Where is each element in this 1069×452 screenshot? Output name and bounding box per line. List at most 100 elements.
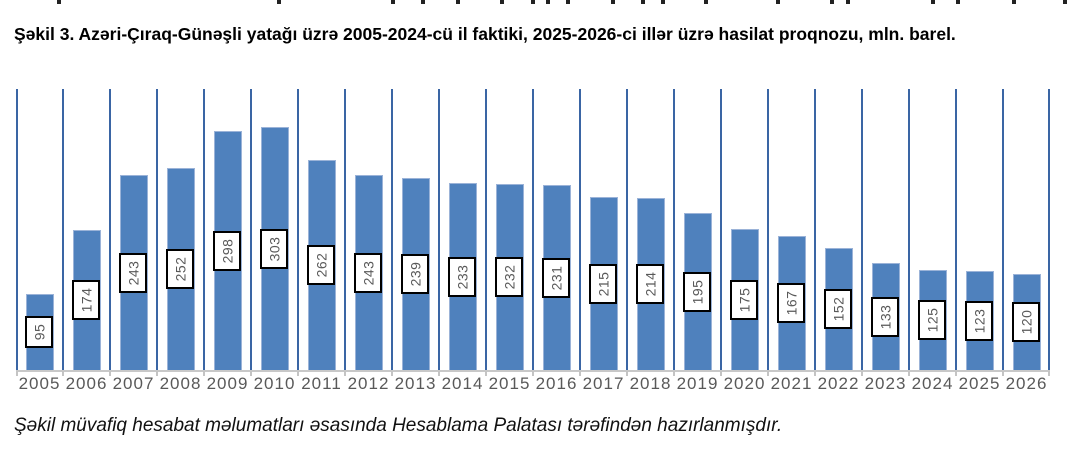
axis-tick [297, 371, 299, 376]
gridline [16, 89, 18, 370]
bar-value-label: 214 [636, 264, 664, 304]
bar-value-label: 298 [213, 231, 241, 271]
bar-value-label: 239 [401, 254, 429, 294]
clipped-text-fragment [704, 0, 708, 4]
bar-value-text: 232 [501, 264, 518, 290]
bar-value-text: 243 [360, 260, 377, 286]
clipped-text-fragment [456, 0, 460, 4]
gridline [250, 89, 252, 370]
bar-value-label: 233 [448, 257, 476, 297]
bar-value-text: 243 [125, 260, 142, 286]
x-axis-label: 2016 [535, 374, 578, 393]
x-axis-label: 2026 [1005, 374, 1048, 393]
gridline [203, 89, 205, 370]
clipped-text-fragment [1063, 0, 1067, 4]
bar-value-label: 243 [119, 253, 147, 293]
bar-value-label: 303 [260, 229, 288, 269]
axis-tick [579, 371, 581, 376]
gridline [861, 89, 863, 370]
bar-value-label: 252 [166, 249, 194, 289]
axis-tick [955, 371, 957, 376]
axis-tick [861, 371, 863, 376]
gridline [720, 89, 722, 370]
bar-value-text: 233 [454, 264, 471, 290]
x-axis: 2005 2006 2007 2008 2009 2010 2011 2012 2013 2014… [16, 374, 1050, 396]
x-axis-label: 2006 [65, 374, 108, 393]
bar-value-label: 167 [777, 283, 805, 323]
clipped-text-fragment [391, 0, 395, 4]
axis-tick [532, 371, 534, 376]
plot-area: 95 174 243 252 298 303 262 243 239 233 232 231 215 21… [16, 89, 1050, 376]
bar-value-text: 252 [172, 256, 189, 282]
bar-value-text: 174 [78, 287, 95, 313]
gridline [626, 89, 628, 370]
bar-value-text: 231 [548, 265, 565, 291]
bar-value-label: 120 [1012, 302, 1040, 342]
x-axis-label: 2015 [488, 374, 531, 393]
bar-value-text: 298 [219, 238, 236, 264]
x-axis-label: 2022 [817, 374, 860, 393]
clipped-text-fragment [546, 0, 550, 4]
x-axis-label: 2008 [159, 374, 202, 393]
x-axis-label: 2025 [958, 374, 1001, 393]
x-axis-label: 2018 [629, 374, 672, 393]
gridline [1048, 89, 1050, 370]
clipped-text-fragment [641, 0, 645, 4]
axis-tick [485, 371, 487, 376]
bar-value-label: 215 [589, 264, 617, 304]
x-axis-label: 2020 [723, 374, 766, 393]
axis-tick [438, 371, 440, 376]
clipped-text-fragment [277, 0, 281, 4]
gridline [297, 89, 299, 370]
x-axis-label: 2010 [253, 374, 296, 393]
axis-tick [673, 371, 675, 376]
x-axis-label: 2011 [301, 374, 342, 393]
clipped-text-line [0, 0, 1069, 7]
bar-value-text: 123 [971, 308, 988, 334]
axis-tick [814, 371, 816, 376]
clipped-text-fragment [500, 0, 504, 4]
x-axis-label: 2007 [112, 374, 155, 393]
bar-value-text: 175 [736, 287, 753, 313]
axis-tick [62, 371, 64, 376]
bar-value-text: 133 [877, 304, 894, 330]
x-axis-label: 2017 [582, 374, 625, 393]
gridline [156, 89, 158, 370]
bar-value-label: 125 [918, 300, 946, 340]
axis-tick [908, 371, 910, 376]
bar-value-label: 123 [965, 301, 993, 341]
bar-value-label: 174 [72, 280, 100, 320]
clipped-text-fragment [956, 0, 960, 4]
x-axis-label: 2021 [770, 374, 813, 393]
clipped-text-fragment [830, 0, 834, 4]
gridline [391, 89, 393, 370]
gridline [579, 89, 581, 370]
gridline [955, 89, 957, 370]
bar-value-label: 231 [542, 258, 570, 298]
bar-value-label: 152 [824, 289, 852, 329]
gridline [767, 89, 769, 370]
bar-value-text: 125 [924, 307, 941, 333]
source-note: Şəkil müvafiq hesabat məlumatları əsasın… [14, 415, 783, 436]
bar-value-text: 167 [783, 290, 800, 316]
bar-value-text: 303 [266, 236, 283, 262]
x-axis-label: 2005 [18, 374, 61, 393]
x-axis-label: 2009 [206, 374, 249, 393]
clipped-text-fragment [1012, 0, 1016, 4]
gridline [814, 89, 816, 370]
axis-tick [1002, 371, 1004, 376]
gridline [344, 89, 346, 370]
axis-tick [156, 371, 158, 376]
gridline [532, 89, 534, 370]
bar-value-label: 133 [871, 297, 899, 337]
bar-value-text: 262 [313, 252, 330, 278]
figure-caption: Şəkil 3. Azəri-Çıraq-Günəşli yatağı üzrə… [14, 24, 956, 44]
bar-value-text: 152 [830, 296, 847, 322]
bar-value-text: 120 [1018, 309, 1035, 335]
clipped-text-fragment [846, 0, 850, 4]
axis-tick [16, 371, 18, 376]
x-axis-label: 2023 [864, 374, 907, 393]
x-axis-label: 2013 [394, 374, 437, 393]
x-axis-label: 2012 [347, 374, 390, 393]
